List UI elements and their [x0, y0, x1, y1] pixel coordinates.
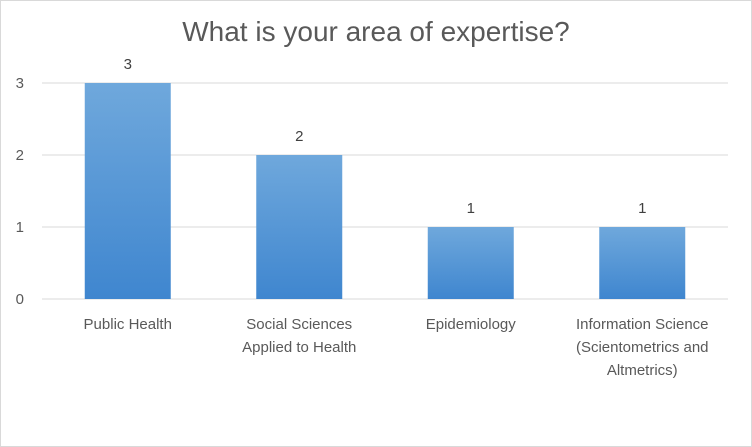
x-category-label: Social Sciences Applied to Health — [242, 316, 356, 356]
data-labels: 3 2 1 1 — [124, 56, 647, 217]
data-label: 3 — [124, 56, 132, 73]
bars — [84, 83, 686, 299]
x-category-label: Epidemiology — [426, 316, 517, 333]
chart-title: What is your area of expertise? — [182, 16, 570, 47]
y-tick-label: 0 — [16, 291, 24, 308]
y-axis: 0 1 2 3 — [16, 75, 24, 308]
x-category-label: Public Health — [84, 316, 172, 333]
bar — [427, 227, 514, 299]
data-label: 2 — [295, 128, 303, 145]
bar — [84, 83, 171, 299]
bar — [256, 155, 343, 299]
y-tick-label: 3 — [16, 75, 24, 92]
data-label: 1 — [467, 200, 475, 217]
data-label: 1 — [638, 200, 646, 217]
x-axis: Public Health Social Sciences Applied to H… — [84, 316, 709, 379]
bar — [599, 227, 686, 299]
y-tick-label: 2 — [16, 147, 24, 164]
x-category-label: Information Science (Scientometrics and Al… — [576, 316, 709, 379]
y-tick-label: 1 — [16, 219, 24, 236]
